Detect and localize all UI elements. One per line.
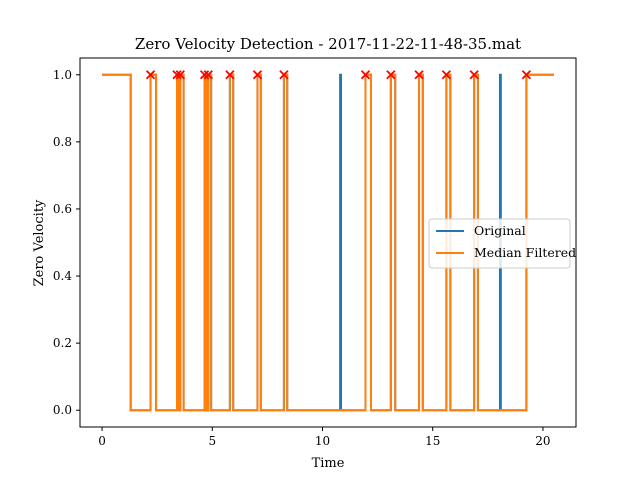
x-tick-label: 0 [98, 434, 106, 448]
zero-velocity-marker [386, 70, 396, 80]
chart-title: Zero Velocity Detection - 2017-11-22-11-… [135, 35, 521, 53]
y-tick-label: 0.0 [53, 403, 72, 417]
legend: Original Median Filtered [428, 218, 576, 269]
zero-velocity-marker [203, 70, 213, 80]
zero-velocity-marker [279, 70, 289, 80]
zero-velocity-marker [360, 70, 371, 80]
x-tick-label: 15 [425, 434, 440, 448]
zero-velocity-marker [172, 70, 182, 80]
zero-velocity-marker [199, 70, 210, 80]
y-tick-label: 1.0 [53, 68, 72, 82]
x-tick-label: 20 [535, 434, 550, 448]
x-tick-label: 5 [208, 434, 216, 448]
y-tick-label: 0.8 [53, 135, 72, 149]
zero-velocity-marker [521, 70, 532, 80]
zero-velocity-marker [414, 70, 424, 80]
x-axis-label: Time [312, 456, 345, 471]
zero-velocity-marker [252, 70, 263, 80]
legend-label-original: Original [474, 223, 526, 238]
y-tick-label: 0.4 [53, 269, 72, 283]
zero-velocity-marker [441, 70, 452, 80]
zero-velocity-marker [225, 70, 235, 80]
y-axis-ticks: 0.0 0.2 0.4 0.6 0.8 1.0 [53, 68, 80, 417]
legend-label-median-filtered: Median Filtered [474, 245, 576, 260]
zero-velocity-marker [469, 70, 479, 80]
legend-box [428, 218, 571, 269]
zero-velocity-marker [175, 70, 185, 80]
x-tick-label: 10 [315, 434, 330, 448]
zero-velocity-marker [145, 70, 156, 80]
x-axis-ticks: 0 5 10 15 20 [98, 427, 551, 448]
y-axis-label: Zero Velocity [32, 199, 47, 286]
y-tick-label: 0.6 [53, 202, 72, 216]
axes-frame [79, 57, 577, 428]
y-tick-label: 0.2 [53, 336, 72, 350]
plot-area [102, 70, 554, 412]
